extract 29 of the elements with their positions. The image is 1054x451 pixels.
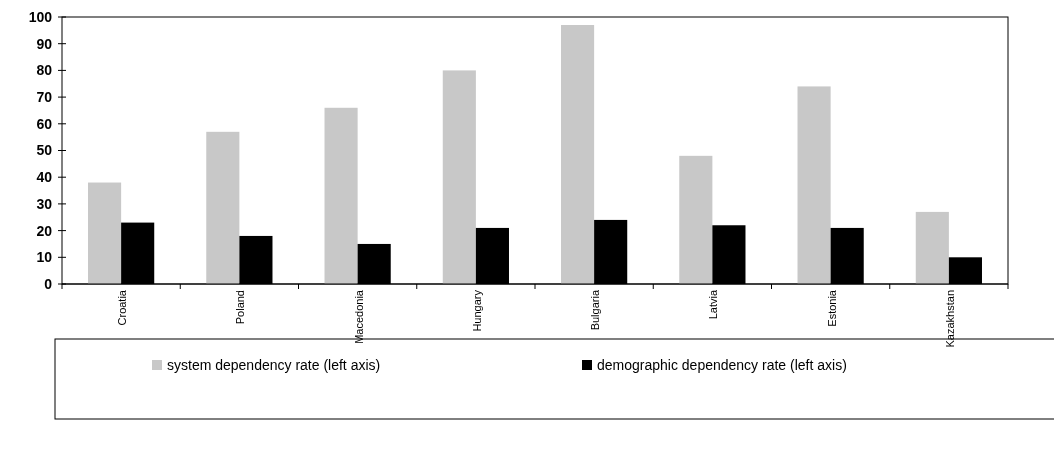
x-tick-label: Latvia <box>707 289 720 320</box>
bar <box>915 211 949 284</box>
x-tick-label: Estonia <box>825 289 838 327</box>
bar <box>797 86 831 284</box>
bar <box>324 107 358 284</box>
bar <box>206 131 240 284</box>
y-tick-label: 30 <box>36 195 53 212</box>
x-tick-label: Macedonia <box>352 289 365 344</box>
x-tick-label: Bulgaria <box>589 289 602 331</box>
y-tick-label: 90 <box>36 35 53 52</box>
y-tick-label: 100 <box>28 8 53 25</box>
y-tick-label: 60 <box>36 115 53 132</box>
x-tick-label: Poland <box>234 290 247 325</box>
bar <box>561 25 595 284</box>
x-tick-label: Kazakhstan <box>943 290 956 348</box>
legend-label: demographic dependency rate (left axis) <box>597 356 847 373</box>
y-tick-label: 50 <box>36 142 53 159</box>
x-tick-label: Croatia <box>116 289 129 326</box>
bar <box>679 155 713 284</box>
legend-label: system dependency rate (left axis) <box>167 356 381 373</box>
x-tick-label: Hungary <box>470 289 483 332</box>
y-tick-label: 70 <box>36 89 53 105</box>
bar <box>442 70 476 284</box>
y-tick-label: 80 <box>36 62 53 79</box>
y-tick-label: 10 <box>36 249 53 266</box>
y-tick-label: 0 <box>44 275 53 292</box>
y-tick-label: 40 <box>36 169 53 186</box>
y-tick-label: 20 <box>36 222 53 239</box>
bar <box>88 182 122 284</box>
